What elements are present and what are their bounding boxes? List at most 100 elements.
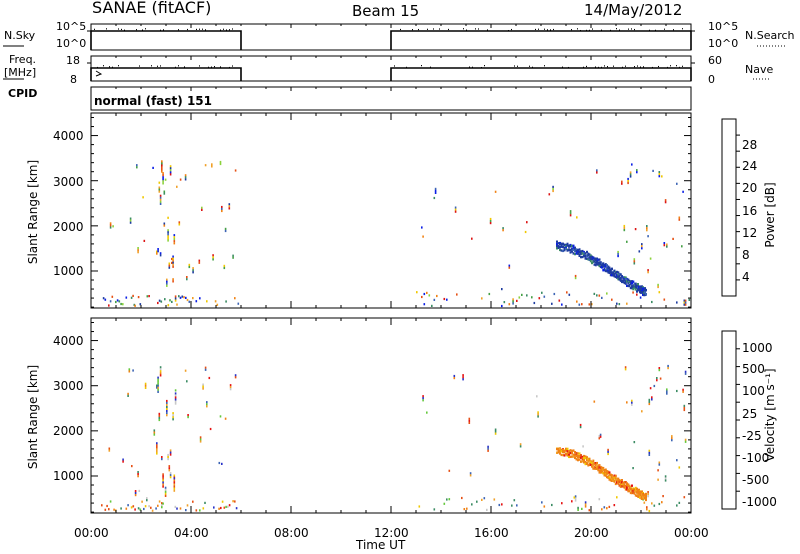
velocity-cell	[176, 507, 178, 510]
power-band-cell	[591, 257, 593, 261]
freq-label-line1: Freq.	[9, 53, 37, 66]
power-band-cell	[626, 284, 628, 287]
velocity-cell	[463, 508, 466, 511]
power-cell	[181, 295, 184, 298]
velocity-band-cell	[603, 474, 606, 477]
velocity-cell	[571, 500, 573, 503]
power-cbtick-12: 12	[742, 226, 758, 240]
velocity-band-cell	[599, 469, 602, 472]
velocity-cell	[162, 473, 164, 476]
velocity-band-cell	[592, 467, 595, 470]
power-cell	[521, 293, 523, 296]
power-band-cell	[631, 285, 633, 288]
power-band-cell	[575, 248, 578, 251]
velocity-cell	[676, 389, 678, 393]
velocity-cell	[173, 485, 176, 488]
velocity-cell	[511, 504, 513, 507]
nsky-point	[232, 28, 233, 30]
velocity-cell	[174, 400, 177, 403]
velocity-cell	[172, 416, 174, 419]
velocity-band-cell	[602, 472, 605, 475]
velocity-cell	[229, 384, 232, 387]
velocity-cell	[666, 390, 668, 393]
xtick-2400: 00:00	[674, 526, 709, 540]
nsky-point	[124, 29, 125, 31]
velocity-cell	[161, 456, 163, 459]
velocity-cell	[561, 502, 563, 505]
power-cell	[224, 227, 227, 230]
velocity-cell	[106, 504, 108, 508]
power-cell	[143, 239, 146, 242]
power-cell	[158, 188, 161, 191]
power-band-cell	[617, 275, 620, 278]
velocity-cell	[108, 447, 111, 450]
power-band-cell	[631, 280, 633, 283]
velocity-cell	[219, 415, 222, 418]
power-band-cell	[629, 282, 632, 286]
power-band-cell	[598, 264, 601, 268]
velocity-band-cell	[572, 455, 575, 458]
power-cell	[471, 237, 473, 240]
power-frame	[90, 112, 692, 309]
velocity-cell	[186, 504, 189, 507]
velocity-band-cell	[627, 489, 630, 493]
velocity-cell	[157, 384, 159, 387]
power-cell	[683, 301, 686, 304]
power-cell	[512, 298, 514, 301]
velocity-band-cell	[614, 477, 617, 480]
power-band-cell	[587, 254, 590, 257]
freq-point	[667, 66, 668, 69]
power-cell	[657, 283, 659, 286]
power-band-cell	[609, 269, 612, 272]
velocity-cell	[657, 469, 659, 472]
freq-point	[598, 66, 599, 69]
velocity-cell	[157, 388, 159, 391]
velocity-cell	[494, 428, 497, 431]
freq-point	[601, 66, 602, 68]
power-cell	[601, 296, 603, 299]
power-band-cell	[632, 284, 635, 287]
power-cell	[198, 261, 201, 264]
velocity-cell	[174, 392, 177, 395]
velocity-band-cell	[638, 488, 640, 492]
velocity-cell	[646, 506, 648, 509]
velocity-cell	[169, 449, 172, 452]
power-band-cell	[578, 254, 581, 257]
velocity-cell	[157, 380, 159, 383]
velocity-band-cell	[601, 470, 603, 474]
power-band-cell	[580, 250, 582, 253]
velocity-band-cell	[613, 474, 616, 477]
velocity-band-cell	[614, 482, 617, 486]
power-cell	[109, 222, 112, 225]
power-band-cell	[563, 244, 566, 247]
power-band-cell	[568, 245, 570, 248]
velocity-cell	[648, 402, 651, 406]
nsky-point	[586, 29, 587, 32]
power-band-cell	[628, 280, 631, 284]
power-cell	[526, 221, 528, 224]
velocity-cell	[462, 376, 464, 379]
power-band-cell	[566, 242, 569, 246]
power-band-cell	[603, 267, 606, 270]
power-cell	[596, 169, 598, 172]
velocity-cell	[169, 453, 172, 456]
power-cell	[162, 172, 164, 175]
velocity-cell	[223, 506, 226, 509]
velocity-band-cell	[575, 452, 578, 456]
velocity-cell	[156, 444, 158, 447]
power-band-cell	[607, 265, 610, 268]
velocity-band-cell	[621, 479, 623, 482]
power-cell	[162, 180, 164, 183]
power-cell	[162, 174, 164, 177]
power-band-cell	[596, 257, 598, 260]
velocity-band-cell	[568, 453, 570, 457]
velocity-band-cell	[575, 455, 578, 458]
power-band-cell	[583, 254, 585, 258]
velocity-cell	[577, 506, 579, 509]
power-band-cell	[609, 271, 612, 274]
velocity-cell	[153, 429, 156, 432]
power-cell	[164, 298, 166, 301]
velocity-cell	[164, 486, 167, 489]
velocity-cell	[653, 504, 656, 507]
power-cell	[652, 169, 654, 172]
